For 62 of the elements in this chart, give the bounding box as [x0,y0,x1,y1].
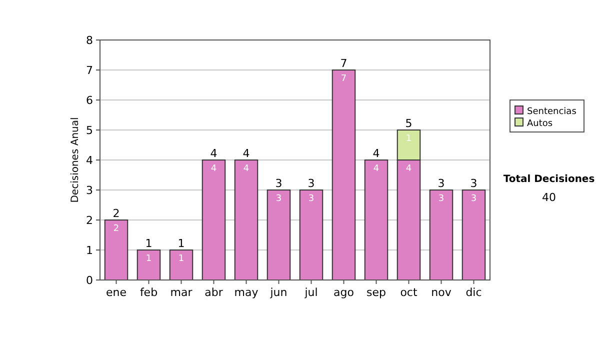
data-label: 4 [373,164,380,174]
text: Total Decisiones [503,174,595,185]
total-label: 3 [275,177,282,190]
y-axis-title: Decisiones Anual [70,117,81,203]
bar [169,250,194,280]
data-label: 7 [340,74,347,84]
total-label: 4 [210,147,218,160]
data-label: 4 [210,164,217,174]
data-label: 1 [178,254,184,264]
y-tick-label: 4 [86,154,93,167]
y-tick-label: 7 [86,64,93,77]
x-tick-label: oct [400,286,418,299]
data-label: 4 [406,164,412,174]
data-label: 3 [470,194,477,204]
x-tick-label: may [234,286,259,299]
bar [234,160,258,280]
data-label: 1 [146,254,152,264]
x-tick-label: feb [140,286,158,299]
total-label: 4 [242,147,250,160]
x-tick-label: sep [366,286,386,299]
total-label: 3 [470,177,478,190]
data-label: 1 [406,134,412,144]
y-tick-label: 5 [86,124,93,137]
text: 40 [542,191,556,204]
total-label: 7 [340,57,348,70]
total-label: 3 [438,177,445,190]
y-tick-label: 0 [86,274,93,287]
y-tick-label: 3 [86,184,93,197]
data-label: 2 [113,224,120,234]
bar [299,190,324,280]
y-tick-label: 8 [86,34,93,47]
total-label: 1 [145,237,152,250]
bar [202,160,226,280]
bar [104,220,128,280]
y-tick-label: 2 [86,214,93,227]
total-label: 1 [178,237,185,250]
total-label: 2 [112,207,120,220]
x-tick-label: jul [304,286,318,299]
x-tick-label: jun [269,286,288,299]
legend-label: Sentencias [527,107,577,117]
x-tick-label: nov [431,286,452,299]
data-label: 3 [308,194,314,204]
bar [136,250,161,280]
y-tick-label: 1 [86,244,93,257]
x-tick-label: ene [106,286,127,299]
total-label: 4 [372,147,380,160]
total-label: 3 [308,177,315,190]
bar [429,190,454,280]
total-label: 5 [405,117,412,130]
bar [364,160,388,280]
y-tick-label: 6 [86,94,93,107]
bar [332,70,356,280]
x-tick-label: dic [466,286,482,299]
x-tick-label: mar [170,286,193,299]
x-tick-label: ago [334,286,354,299]
legend-label: Autos [527,119,553,129]
bar [462,190,486,280]
bar [266,190,291,280]
data-label: 3 [276,194,282,204]
data-label: 3 [438,194,444,204]
x-tick-label: abr [204,286,224,299]
data-label: 4 [243,164,250,174]
